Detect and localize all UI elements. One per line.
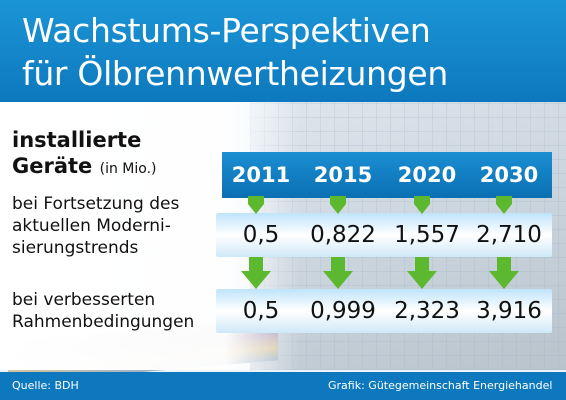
row1-value-2015: 0,822 bbox=[310, 222, 376, 248]
row1-value-2020: 1,557 bbox=[394, 222, 460, 248]
year-2011: 2011 bbox=[231, 163, 291, 187]
source-label: Quelle: BDH bbox=[12, 379, 79, 392]
row1-label-line-3: sierungstrends bbox=[12, 238, 139, 258]
year-2030: 2030 bbox=[479, 163, 539, 187]
arrow-down-icon bbox=[241, 257, 271, 289]
arrow-down-icon bbox=[323, 257, 353, 289]
row2-label-line-1: bei verbesserten bbox=[12, 290, 156, 310]
year-header-band bbox=[222, 152, 552, 198]
footer-bar bbox=[0, 372, 566, 400]
row2-value-2011: 0,5 bbox=[242, 298, 280, 324]
heading-line-2: Geräte (in Mio.) bbox=[12, 156, 156, 177]
title-line-1: Wachstums-Perspektiven bbox=[22, 11, 431, 50]
arrow-down-icon bbox=[496, 196, 512, 214]
unit-label: (in Mio.) bbox=[99, 161, 157, 177]
year-2015: 2015 bbox=[313, 163, 373, 187]
row1-label-line-2: aktuellen Moderni- bbox=[12, 216, 171, 236]
arrow-down-icon bbox=[407, 257, 437, 289]
credit-label: Grafik: Gütegemeinschaft Energiehandel bbox=[328, 379, 553, 392]
arrow-down-icon bbox=[330, 196, 346, 214]
row2-value-2030: 3,916 bbox=[476, 298, 542, 324]
row2-value-band bbox=[216, 289, 552, 333]
arrow-down-icon bbox=[414, 196, 430, 214]
header-banner bbox=[0, 0, 566, 102]
row1-label-line-1: bei Fortsetzung des bbox=[12, 194, 180, 214]
row2-value-2020: 2,323 bbox=[394, 298, 460, 324]
arrow-down-icon bbox=[489, 257, 519, 289]
arrow-down-icon bbox=[248, 196, 264, 214]
title-line-2: für Ölbrennwertheizungen bbox=[22, 54, 448, 93]
row2-label-line-2: Rahmenbedingungen bbox=[12, 312, 195, 332]
row1-value-2011: 0,5 bbox=[242, 222, 280, 248]
row1-value-2030: 2,710 bbox=[476, 222, 542, 248]
row1-value-band bbox=[216, 213, 552, 257]
heading-line-1: installierte bbox=[12, 128, 142, 152]
year-2020: 2020 bbox=[397, 163, 457, 187]
row2-value-2015: 0,999 bbox=[310, 298, 376, 324]
heading-geraete: Geräte bbox=[12, 154, 93, 178]
